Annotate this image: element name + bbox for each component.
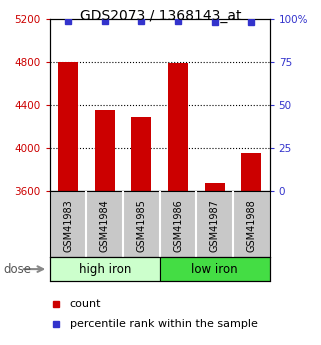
Bar	[50, 257, 160, 281]
Text: GSM41983: GSM41983	[63, 199, 73, 252]
Text: GSM41986: GSM41986	[173, 199, 183, 252]
Text: GSM41985: GSM41985	[136, 199, 146, 252]
Bar	[131, 117, 152, 191]
Text: dose: dose	[3, 263, 31, 276]
Bar	[168, 63, 188, 191]
Bar	[241, 152, 261, 191]
Text: high iron: high iron	[79, 263, 131, 276]
Bar	[95, 110, 115, 191]
Text: count: count	[70, 299, 101, 309]
Bar	[58, 62, 78, 191]
Bar	[160, 257, 270, 281]
Bar	[204, 183, 225, 191]
Text: low iron: low iron	[191, 263, 238, 276]
Text: GSM41987: GSM41987	[210, 199, 220, 252]
Text: GSM41988: GSM41988	[246, 199, 256, 252]
Text: GDS2073 / 1368143_at: GDS2073 / 1368143_at	[80, 9, 241, 23]
Text: percentile rank within the sample: percentile rank within the sample	[70, 319, 257, 329]
Text: GSM41984: GSM41984	[100, 199, 110, 252]
